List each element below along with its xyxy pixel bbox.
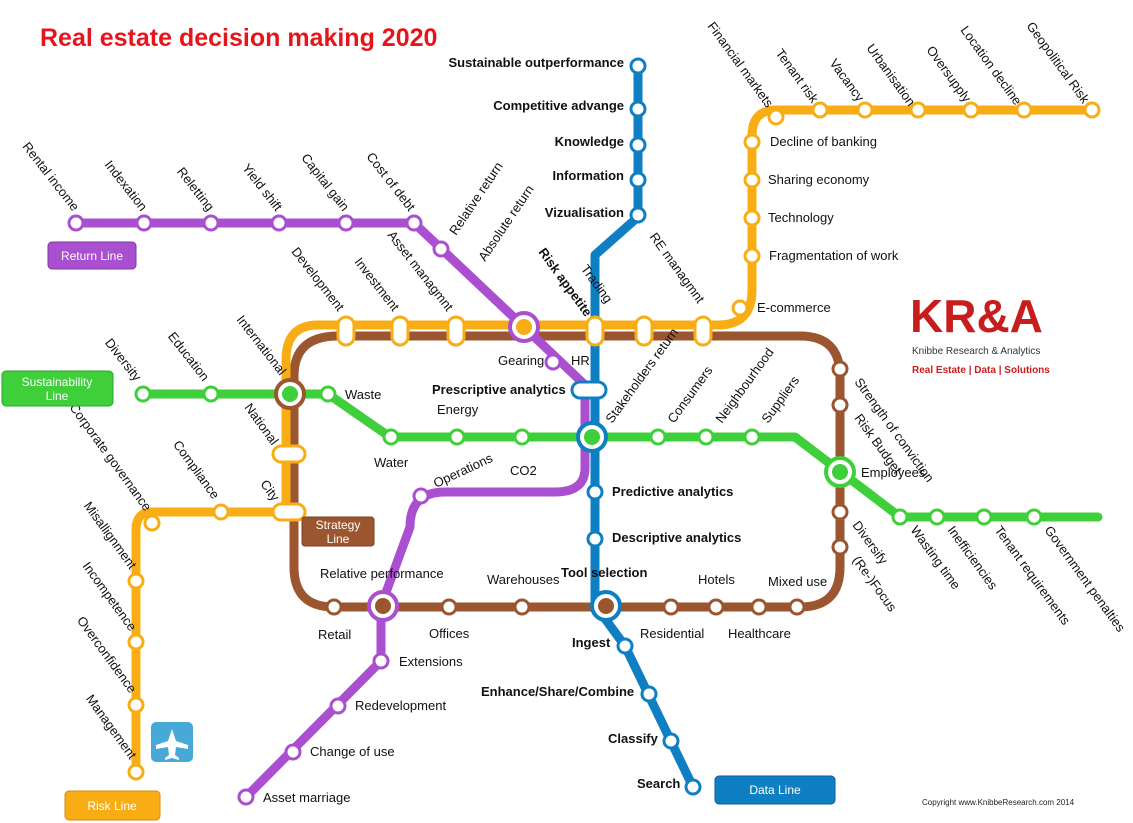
station-predictive-analytics: Predictive analytics (612, 484, 733, 499)
station-vacancy: Vacancy (827, 56, 868, 105)
interchanges (274, 311, 856, 622)
station-competitive-advange: Competitive advange (493, 98, 624, 113)
risk-line-badge[interactable]: Risk Line (64, 790, 161, 821)
logo-subtitle: Knibbe Research & Analytics (912, 346, 1040, 357)
station-re-focus: (Re-)Focus (850, 553, 901, 615)
station-investment: Investment (351, 254, 402, 314)
station-knowledge: Knowledge (555, 134, 624, 149)
station-compliance: Compliance (170, 437, 222, 501)
data-line-label: Data Line (749, 783, 801, 797)
data-line-badge[interactable]: Data Line (714, 775, 836, 805)
station-relative-performance: Relative performance (320, 566, 444, 581)
station-energy: Energy (437, 402, 479, 417)
station-information: Information (553, 168, 625, 183)
strategy-line-badge[interactable]: Strategy Line (301, 516, 375, 547)
station-redevelopment: Redevelopment (355, 698, 446, 713)
station-city: City (257, 477, 283, 504)
station-oversupply: Oversupply (924, 43, 975, 105)
station-indexation: Indexation (102, 157, 151, 214)
station-rental-income: Rental income (19, 139, 82, 214)
return-line-path (71, 218, 590, 802)
station-gearing: Gearing (498, 353, 544, 368)
station-change-of-use: Change of use (310, 744, 395, 759)
station-operations: Operations (431, 450, 495, 491)
station-water: Water (374, 455, 409, 470)
station-yield-shift: Yield shift (239, 161, 285, 215)
kra-logo: KR&A Knibbe Research & Analytics Real Es… (910, 290, 1050, 376)
station-prescriptive-analytics: Prescriptive analytics (432, 382, 566, 397)
station-corporate-governance: Corporate governance (67, 400, 155, 513)
station-development: Development (288, 244, 347, 314)
station-e-commerce: E-commerce (757, 300, 831, 315)
station-risk-appetite: Risk appetite (536, 245, 596, 319)
sustainability-line-label: Sustainability Line (22, 375, 93, 403)
copyright: Copyright www.KnibbeResearch.com 2014 (922, 798, 1075, 807)
station-decline-of-banking: Decline of banking (770, 134, 877, 149)
station-national: National (242, 400, 282, 447)
station-residential: Residential (640, 626, 704, 641)
station-asset-marriage: Asset marriage (263, 790, 350, 805)
station-co2: CO2 (510, 463, 537, 478)
station-warehouses: Warehouses (487, 572, 560, 587)
page-title: Real estate decision making 2020 (40, 24, 437, 52)
station-ingest: Ingest (572, 635, 611, 650)
station-technology: Technology (768, 210, 834, 225)
return-line-badge[interactable]: Return Line (47, 241, 137, 270)
station-retail: Retail (318, 627, 351, 642)
risk-line-label: Risk Line (87, 799, 137, 813)
risk-line-stations (127, 101, 1101, 781)
risk-line-path-main (131, 105, 1097, 777)
station-tool-selection: Tool selection (561, 565, 647, 580)
logo-name: KR&A (910, 290, 1043, 342)
station-offices: Offices (429, 626, 470, 641)
station-search: Search (637, 776, 680, 791)
station-fragmentation-of-work: Fragmentation of work (769, 248, 899, 263)
airplane-icon (151, 722, 193, 762)
station-hr: HR (571, 353, 590, 368)
station-extensions: Extensions (399, 654, 463, 669)
station-mixed-use: Mixed use (768, 574, 827, 589)
return-line-label: Return Line (61, 249, 123, 263)
station-tenant-risk: Tenant risk (773, 46, 822, 106)
station-waste: Waste (345, 387, 381, 402)
station-urbanisation: Urbanisation (864, 41, 919, 109)
station-geopolitical-risk: Geopolitical Risk (1024, 19, 1093, 107)
station-capital-gain: Capital gain (298, 151, 352, 214)
strategy-line-label: Strategy Line (316, 518, 361, 546)
strategy-line-stations (325, 360, 849, 616)
station-healthcare: Healthcare (728, 626, 791, 641)
data-line-stations (586, 57, 702, 796)
station-vizualisation: Vizualisation (545, 205, 624, 220)
station-financial-markets: Financial markets (705, 19, 777, 111)
station-sharing-economy: Sharing economy (768, 172, 870, 187)
logo-tagline: Real Estate | Data | Solutions (912, 365, 1050, 376)
station-international: International (234, 312, 290, 378)
station-descriptive-analytics: Descriptive analytics (612, 530, 741, 545)
station-hotels: Hotels (698, 572, 735, 587)
station-consumers: Consumers (664, 363, 715, 426)
station-employees: Employees (861, 465, 926, 480)
station-re-managmnt: RE managmnt (647, 230, 708, 306)
sustainability-line-stations (134, 385, 1043, 526)
station-education: Education (165, 329, 212, 384)
capsule-stations (271, 315, 713, 522)
sustainability-line-badge[interactable]: Sustainability Line (1, 370, 114, 407)
return-line-stations (67, 214, 562, 806)
station-sustainable-outperformance: Sustainable outperformance (448, 55, 624, 70)
station-suppliers: Suppliers (758, 373, 802, 426)
station-reletting: Reletting (174, 164, 217, 214)
station-cost-of-debt: Cost of debt (363, 149, 418, 214)
station-enhance-share-combine: Enhance/Share/Combine (481, 684, 634, 699)
station-classify: Classify (608, 731, 659, 746)
